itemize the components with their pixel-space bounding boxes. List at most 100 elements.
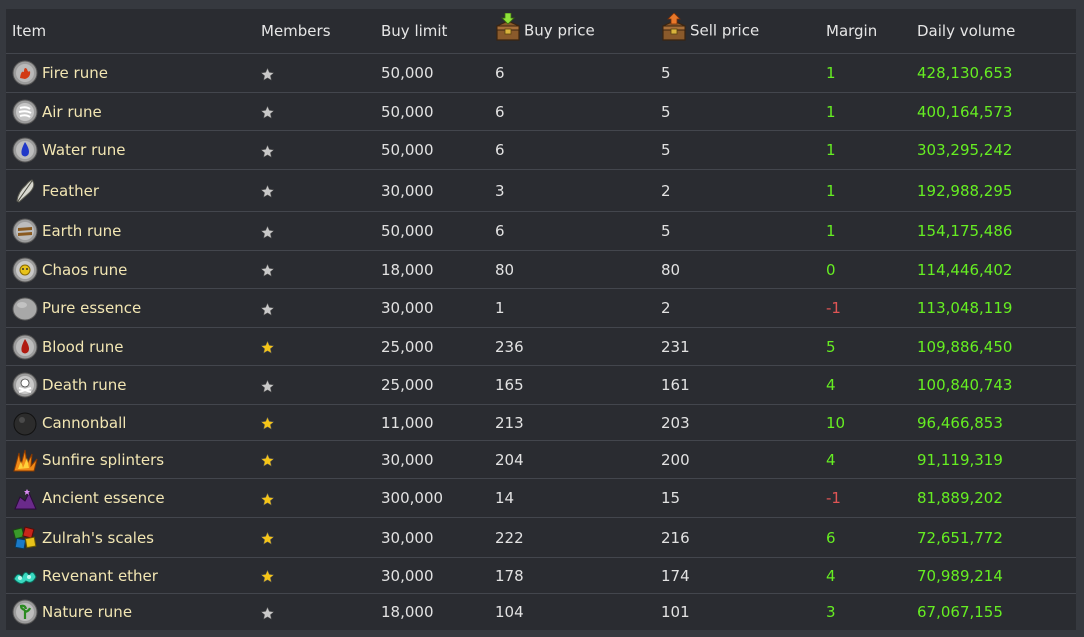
buy-price-cell: 6 — [489, 92, 655, 131]
buy-price-cell: 236 — [489, 327, 655, 366]
table-row: Feather 30,000 3 2 1 192,988,295 — [6, 169, 1076, 212]
buy-price-cell: 104 — [489, 593, 655, 630]
sell-price-cell: 2 — [655, 169, 820, 212]
members-cell — [255, 130, 375, 170]
members-cell — [255, 169, 375, 212]
feather-icon — [16, 178, 35, 203]
item-cell: Death rune — [6, 365, 255, 405]
margin-cell: 4 — [820, 440, 911, 479]
members-cell — [255, 404, 375, 441]
buy-price-cell: 1 — [489, 288, 655, 328]
margin-cell: -1 — [820, 478, 911, 518]
item-name-link[interactable]: Ancient essence — [42, 489, 165, 507]
item-name-link[interactable]: Revenant ether — [42, 566, 158, 585]
item-name-link[interactable]: Chaos rune — [42, 260, 128, 279]
members-star-icon — [260, 416, 275, 430]
sell-chest-icon — [662, 13, 686, 41]
table-row: Water rune 50,000 6 5 1 303,295,242 — [6, 130, 1076, 170]
column-header-daily-volume[interactable]: Daily volume — [911, 9, 1076, 54]
item-name-link[interactable]: Sunfire splinters — [42, 450, 165, 469]
margin-cell: 1 — [820, 130, 911, 170]
daily-volume-cell: 428,130,653 — [911, 53, 1076, 93]
sell-price-cell: 5 — [655, 53, 820, 93]
table-row: Blood rune 25,000 236 231 5 109,886,450 — [6, 327, 1076, 366]
buy-price-cell: 204 — [489, 440, 655, 479]
table-row: Death rune 25,000 165 161 4 100,840,743 — [6, 365, 1076, 405]
column-header-buy-price[interactable]: Buy price — [489, 9, 655, 54]
margin-cell: 6 — [820, 517, 911, 558]
item-name-link[interactable]: Nature rune — [42, 603, 133, 621]
table-row: Fire rune 50,000 6 5 1 428,130,653 — [6, 53, 1076, 93]
column-header-buy-limit[interactable]: Buy limit — [375, 9, 489, 54]
members-star-icon — [260, 340, 275, 354]
members-cell — [255, 288, 375, 328]
daily-volume-cell: 72,651,772 — [911, 517, 1076, 558]
buy-price-cell: 6 — [489, 53, 655, 93]
column-header-margin[interactable]: Margin — [820, 9, 911, 54]
table-row: Cannonball 11,000 213 203 10 96,466,853 — [6, 404, 1076, 441]
item-name-link[interactable]: Blood rune — [42, 337, 124, 356]
buy-limit-cell: 50,000 — [375, 53, 489, 93]
table-row: Earth rune 50,000 6 5 1 154,175,486 — [6, 211, 1076, 251]
table-row: Zulrah's scales 30,000 222 216 6 72,651,772 — [6, 517, 1076, 558]
free-to-play-star-icon — [260, 105, 275, 119]
buy-limit-cell: 11,000 — [375, 404, 489, 441]
members-cell — [255, 250, 375, 289]
item-name-link[interactable]: Air rune — [42, 102, 102, 121]
members-cell — [255, 593, 375, 630]
item-cell: Blood rune — [6, 327, 255, 366]
buy-limit-cell: 30,000 — [375, 169, 489, 212]
daily-volume-cell: 109,886,450 — [911, 327, 1076, 366]
buy-limit-cell: 300,000 — [375, 478, 489, 518]
item-cell: Earth rune — [6, 211, 255, 251]
free-to-play-star-icon — [260, 67, 275, 81]
margin-cell: 1 — [820, 53, 911, 93]
column-header-members[interactable]: Members — [255, 9, 375, 54]
sell-price-cell: 5 — [655, 211, 820, 251]
item-name-link[interactable]: Earth rune — [42, 222, 122, 240]
members-star-icon — [260, 531, 275, 545]
table-row: Chaos rune 18,000 80 80 0 114,446,402 — [6, 250, 1076, 289]
buy-limit-cell: 50,000 — [375, 211, 489, 251]
item-cell: Pure essence — [6, 288, 255, 328]
buy-limit-cell: 25,000 — [375, 327, 489, 366]
margin-cell: -1 — [820, 288, 911, 328]
margin-cell: 3 — [820, 593, 911, 630]
members-cell — [255, 557, 375, 594]
free-to-play-star-icon — [260, 302, 275, 316]
free-to-play-star-icon — [260, 379, 275, 393]
margin-cell: 4 — [820, 365, 911, 405]
buy-chest-icon — [496, 13, 520, 41]
members-star-icon — [260, 492, 275, 506]
item-name-link[interactable]: Death rune — [42, 376, 127, 394]
margin-cell: 1 — [820, 92, 911, 131]
item-name-link[interactable]: Fire rune — [42, 64, 108, 82]
item-name-link[interactable]: Zulrah's scales — [42, 528, 154, 547]
item-cell: Feather — [6, 169, 255, 212]
buy-price-cell: 178 — [489, 557, 655, 594]
item-cell: Revenant ether — [6, 557, 255, 594]
item-name-link[interactable]: Water rune — [42, 141, 126, 159]
sell-price-cell: 231 — [655, 327, 820, 366]
table-header-row: Item Members Buy limit Buy price Sell pr… — [6, 9, 1076, 54]
fire-rune-icon — [12, 60, 38, 86]
item-name-link[interactable]: Feather — [42, 181, 100, 200]
sell-price-cell: 216 — [655, 517, 820, 558]
free-to-play-star-icon — [260, 144, 275, 158]
column-header-sell-price[interactable]: Sell price — [655, 9, 820, 54]
cannonball-icon — [13, 412, 37, 435]
sell-price-cell: 5 — [655, 130, 820, 170]
earth-rune-icon — [12, 218, 38, 244]
buy-price-cell: 14 — [489, 478, 655, 518]
column-header-item[interactable]: Item — [6, 9, 255, 54]
item-cell: Air rune — [6, 92, 255, 131]
free-to-play-star-icon — [260, 606, 275, 620]
daily-volume-cell: 81,889,202 — [911, 478, 1076, 518]
item-name-link[interactable]: Cannonball — [42, 413, 127, 432]
daily-volume-cell: 114,446,402 — [911, 250, 1076, 289]
item-cell: Cannonball — [6, 404, 255, 441]
item-name-link[interactable]: Pure essence — [42, 299, 142, 317]
item-table: Item Members Buy limit Buy price Sell pr… — [6, 9, 1076, 630]
item-cell: Sunfire splinters — [6, 440, 255, 479]
table-row: Revenant ether 30,000 178 174 4 70,989,214 — [6, 557, 1076, 594]
